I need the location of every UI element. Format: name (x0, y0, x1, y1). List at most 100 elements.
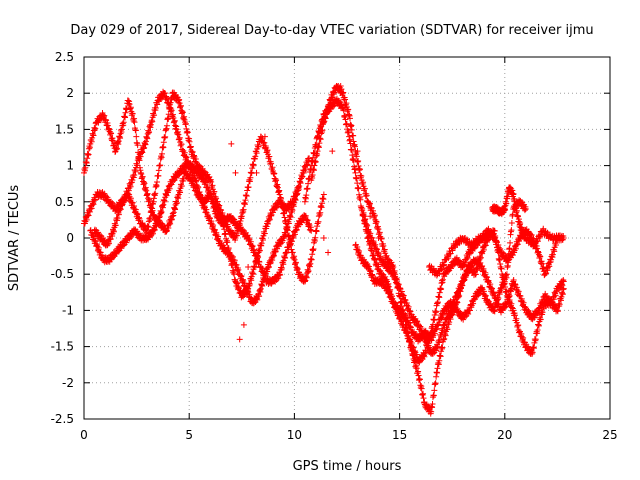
data-point (178, 141, 185, 148)
data-point (114, 215, 121, 222)
data-point (146, 197, 153, 204)
data-point (162, 133, 169, 140)
data-point (477, 254, 484, 261)
data-point (252, 153, 259, 160)
data-point (348, 126, 355, 133)
data-point (436, 357, 443, 364)
data-point (278, 265, 285, 272)
data-point (342, 96, 349, 103)
data-point (240, 206, 247, 213)
data-point (182, 120, 189, 127)
data-point (312, 234, 319, 241)
data-point (345, 106, 352, 113)
data-point (112, 222, 119, 229)
data-point (309, 172, 316, 179)
data-point (311, 150, 318, 157)
x-tick-label: 10 (287, 428, 302, 442)
data-point (120, 119, 127, 126)
data-point (129, 110, 136, 117)
data-point (294, 190, 301, 197)
y-tick-label: 0 (66, 231, 74, 245)
data-point (356, 166, 363, 173)
data-point (444, 326, 451, 333)
data-point (340, 89, 347, 96)
data-point (433, 308, 440, 315)
data-point (304, 185, 311, 192)
data-point (160, 144, 167, 151)
data-point (512, 312, 519, 319)
data-point (363, 192, 370, 199)
data-point (195, 184, 202, 191)
y-tick-label: -1.5 (51, 340, 74, 354)
data-point (261, 276, 268, 283)
data-point (378, 235, 385, 242)
y-tick-label: 1 (66, 159, 74, 173)
data-point (251, 264, 258, 271)
data-point (152, 104, 159, 111)
y-tick-label: -2 (62, 376, 74, 390)
data-point (354, 180, 361, 187)
data-point (432, 380, 439, 387)
data-point (532, 336, 539, 343)
data-point (361, 185, 368, 192)
data-point (158, 208, 165, 215)
data-point (508, 227, 515, 234)
data-point (529, 349, 536, 356)
data-point (472, 271, 479, 278)
data-point (306, 155, 313, 162)
data-point (308, 256, 315, 263)
data-point (132, 127, 139, 134)
y-tick-label: -1 (62, 303, 74, 317)
data-point (255, 143, 262, 150)
data-point (310, 246, 317, 253)
y-tick-label: 2 (66, 86, 74, 100)
data-point (82, 164, 89, 171)
data-point (131, 172, 138, 179)
data-point (498, 265, 505, 272)
data-point (152, 190, 159, 197)
data-point (380, 242, 387, 249)
chart-title: Day 029 of 2017, Sidereal Day-to-day VTE… (70, 23, 593, 38)
x-axis-label: GPS time / hours (293, 459, 402, 474)
data-point (246, 281, 253, 288)
data-point (155, 172, 162, 179)
data-point (441, 335, 448, 342)
data-point (261, 230, 268, 237)
data-point (145, 223, 152, 230)
x-tick-label: 25 (602, 428, 617, 442)
data-point (173, 199, 180, 206)
y-tick-label: 2.5 (55, 50, 74, 64)
data-point (282, 230, 289, 237)
data-point (317, 209, 324, 216)
data-point (233, 232, 240, 239)
data-point (507, 239, 514, 246)
data-point (186, 138, 193, 145)
data-point (222, 230, 229, 237)
data-point (245, 184, 252, 191)
data-point (357, 196, 364, 203)
data-point (294, 266, 301, 273)
data-point (530, 345, 537, 352)
data-point (256, 247, 263, 254)
data-point (133, 133, 140, 140)
data-point (434, 299, 441, 306)
data-point (515, 322, 522, 329)
data-point (320, 191, 327, 198)
data-point (113, 145, 120, 152)
data-point (146, 128, 153, 135)
data-point (315, 218, 322, 225)
data-point (224, 239, 231, 246)
data-point (289, 249, 296, 256)
y-tick-label: 0.5 (55, 195, 74, 209)
data-point (277, 272, 284, 279)
x-tick-label: 0 (80, 428, 88, 442)
data-point (245, 263, 252, 270)
x-tick-label: 5 (185, 428, 193, 442)
x-tick-label: 15 (392, 428, 407, 442)
data-point (430, 392, 437, 399)
data-point (208, 178, 215, 185)
data-point (273, 177, 280, 184)
data-point (236, 336, 243, 343)
data-point (353, 153, 360, 160)
